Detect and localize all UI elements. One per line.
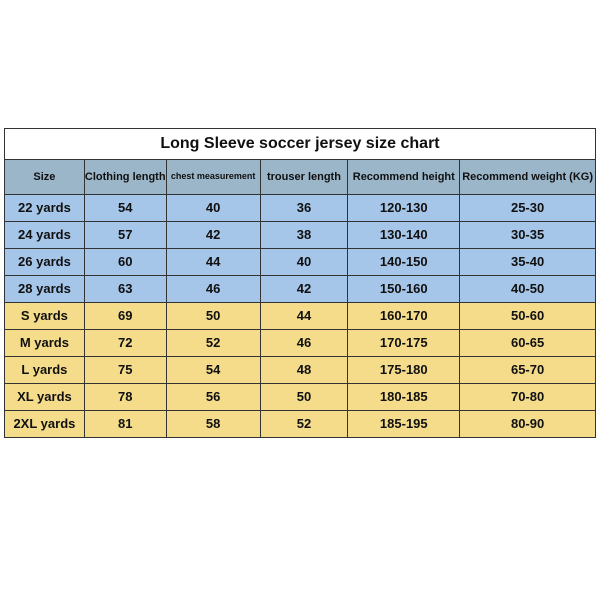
col-size: Size (5, 160, 85, 195)
cell-height: 120-130 (348, 195, 460, 222)
cell-height: 175-180 (348, 357, 460, 384)
cell-trouser: 38 (260, 222, 348, 249)
cell-size: M yards (5, 330, 85, 357)
table-title: Long Sleeve soccer jersey size chart (5, 129, 596, 160)
cell-clothing: 57 (84, 222, 166, 249)
cell-trouser: 48 (260, 357, 348, 384)
col-trouser: trouser length (260, 160, 348, 195)
cell-size: XL yards (5, 384, 85, 411)
cell-trouser: 44 (260, 303, 348, 330)
cell-height: 140-150 (348, 249, 460, 276)
cell-clothing: 63 (84, 276, 166, 303)
cell-chest: 54 (166, 357, 260, 384)
cell-height: 170-175 (348, 330, 460, 357)
cell-weight: 35-40 (460, 249, 596, 276)
cell-size: 2XL yards (5, 411, 85, 438)
cell-weight: 80-90 (460, 411, 596, 438)
table-row: L yards 75 54 48 175-180 65-70 (5, 357, 596, 384)
col-chest: chest measurement (166, 160, 260, 195)
cell-size: 28 yards (5, 276, 85, 303)
cell-chest: 42 (166, 222, 260, 249)
cell-weight: 25-30 (460, 195, 596, 222)
cell-weight: 70-80 (460, 384, 596, 411)
table-body: 22 yards 54 40 36 120-130 25-30 24 yards… (5, 195, 596, 438)
cell-height: 185-195 (348, 411, 460, 438)
table-row: 26 yards 60 44 40 140-150 35-40 (5, 249, 596, 276)
cell-clothing: 78 (84, 384, 166, 411)
table-row: S yards 69 50 44 160-170 50-60 (5, 303, 596, 330)
cell-weight: 40-50 (460, 276, 596, 303)
cell-height: 160-170 (348, 303, 460, 330)
table-row: 2XL yards 81 58 52 185-195 80-90 (5, 411, 596, 438)
col-clothing: Clothing length (84, 160, 166, 195)
cell-trouser: 52 (260, 411, 348, 438)
cell-size: 26 yards (5, 249, 85, 276)
cell-chest: 46 (166, 276, 260, 303)
col-weight: Recommend weight (KG) (460, 160, 596, 195)
cell-trouser: 36 (260, 195, 348, 222)
cell-clothing: 60 (84, 249, 166, 276)
size-chart-table: Long Sleeve soccer jersey size chart Siz… (4, 128, 596, 438)
cell-trouser: 42 (260, 276, 348, 303)
table-row: 22 yards 54 40 36 120-130 25-30 (5, 195, 596, 222)
cell-clothing: 69 (84, 303, 166, 330)
cell-weight: 65-70 (460, 357, 596, 384)
cell-weight: 30-35 (460, 222, 596, 249)
cell-height: 130-140 (348, 222, 460, 249)
table-row: XL yards 78 56 50 180-185 70-80 (5, 384, 596, 411)
cell-trouser: 50 (260, 384, 348, 411)
col-height: Recommend height (348, 160, 460, 195)
table-row: 28 yards 63 46 42 150-160 40-50 (5, 276, 596, 303)
cell-height: 180-185 (348, 384, 460, 411)
cell-weight: 50-60 (460, 303, 596, 330)
cell-chest: 56 (166, 384, 260, 411)
title-row: Long Sleeve soccer jersey size chart (5, 129, 596, 160)
table-row: 24 yards 57 42 38 130-140 30-35 (5, 222, 596, 249)
cell-size: S yards (5, 303, 85, 330)
cell-size: 22 yards (5, 195, 85, 222)
header-row: Size Clothing length chest measurement t… (5, 160, 596, 195)
cell-trouser: 40 (260, 249, 348, 276)
cell-chest: 40 (166, 195, 260, 222)
cell-chest: 58 (166, 411, 260, 438)
table-row: M yards 72 52 46 170-175 60-65 (5, 330, 596, 357)
cell-trouser: 46 (260, 330, 348, 357)
cell-size: 24 yards (5, 222, 85, 249)
cell-chest: 50 (166, 303, 260, 330)
cell-clothing: 72 (84, 330, 166, 357)
cell-height: 150-160 (348, 276, 460, 303)
cell-clothing: 81 (84, 411, 166, 438)
cell-size: L yards (5, 357, 85, 384)
cell-weight: 60-65 (460, 330, 596, 357)
cell-chest: 44 (166, 249, 260, 276)
cell-clothing: 54 (84, 195, 166, 222)
cell-chest: 52 (166, 330, 260, 357)
cell-clothing: 75 (84, 357, 166, 384)
